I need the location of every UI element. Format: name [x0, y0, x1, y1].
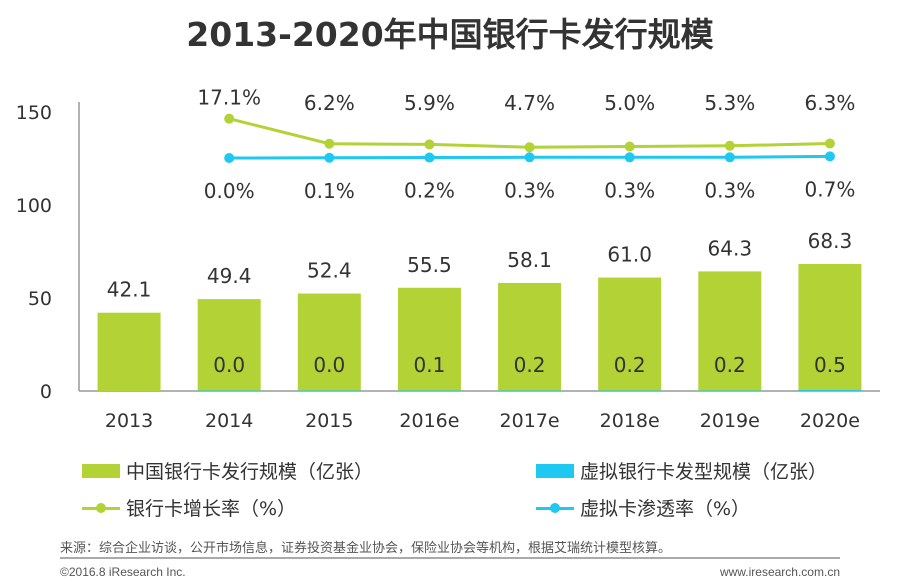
legend-item-virtual-cards: 虚拟银行卡发型规模（亿张） [536, 457, 827, 484]
legend-swatch-line [82, 501, 120, 515]
bar-label-virtual-cards: 0.2 [514, 353, 546, 377]
bar-virtual-cards [498, 390, 562, 391]
bar-label-virtual-cards: 0.5 [814, 353, 846, 377]
label-penetration-rate: 0.0% [204, 179, 255, 203]
footer-divider [60, 557, 840, 559]
point-growth-rate [524, 142, 535, 153]
x-tick-label: 2017e [500, 410, 560, 432]
legend-item-penetration-rate: 虚拟卡渗透率（%） [536, 494, 750, 521]
label-growth-rate: 4.7% [504, 91, 555, 115]
label-growth-rate: 6.2% [304, 91, 355, 115]
bar-label-bank-cards: 61.0 [607, 243, 652, 267]
y-tick-label: 50 [28, 288, 52, 310]
bar-bank-cards [397, 287, 461, 391]
point-penetration-rate [524, 152, 535, 163]
bar-bank-cards [798, 263, 862, 391]
x-tick-label: 2020e [800, 410, 860, 432]
label-penetration-rate: 0.2% [404, 179, 455, 203]
point-growth-rate [324, 138, 335, 149]
bar-bank-cards [698, 271, 762, 391]
point-penetration-rate [624, 152, 635, 163]
legend-item-bank-cards: 中国银行卡发行规模（亿张） [82, 457, 373, 484]
label-penetration-rate: 0.3% [604, 178, 655, 202]
x-tick-label: 2015 [305, 410, 353, 432]
point-penetration-rate [324, 152, 335, 163]
x-tick-label: 2018e [600, 410, 660, 432]
bar-label-bank-cards: 64.3 [708, 236, 753, 260]
label-growth-rate: 5.9% [404, 91, 455, 115]
legend-swatch-line [536, 501, 574, 515]
label-growth-rate: 5.3% [704, 91, 755, 115]
source-note: 来源：综合企业访谈，公开市场信息，证券投资基金业协会，保险业协会等机构，根据艾瑞… [60, 541, 672, 556]
x-tick-label: 2013 [105, 410, 153, 432]
legend-label: 银行卡增长率（%） [126, 498, 297, 520]
bar-label-bank-cards: 55.5 [407, 253, 452, 277]
bar-label-virtual-cards: 0.2 [614, 353, 646, 377]
legend-label: 虚拟银行卡发型规模（亿张） [580, 461, 828, 483]
bar-virtual-cards [798, 390, 862, 391]
bar-label-bank-cards: 52.4 [307, 259, 352, 283]
legend-label: 中国银行卡发行规模（亿张） [126, 461, 374, 483]
bar-bank-cards [598, 277, 662, 391]
point-growth-rate [424, 139, 435, 150]
bar-virtual-cards [297, 390, 361, 391]
website: www.iresearch.com.cn [719, 565, 840, 579]
x-tick-label: 2016e [399, 410, 459, 432]
bar-label-bank-cards: 58.1 [507, 248, 552, 272]
bar-bank-cards [197, 299, 261, 391]
point-growth-rate [824, 138, 835, 149]
point-growth-rate [224, 113, 235, 124]
bar-label-bank-cards: 49.4 [207, 264, 252, 288]
chart-plot: 0 50 100 150 2013 2014 2015 2016e 2017e 2018e 2019… [16, 86, 880, 432]
y-tick-label: 150 [16, 102, 52, 124]
label-growth-rate: 17.1% [197, 86, 261, 110]
bar-virtual-cards [397, 390, 461, 391]
legend-swatch-bar [82, 463, 120, 478]
bar-virtual-cards [598, 390, 662, 391]
bar-virtual-cards [197, 390, 261, 391]
y-tick-label: 100 [16, 195, 52, 217]
label-penetration-rate: 0.1% [304, 179, 355, 203]
bar-bank-cards [297, 293, 361, 391]
point-penetration-rate [224, 153, 235, 163]
label-penetration-rate: 0.7% [805, 177, 856, 201]
label-penetration-rate: 0.3% [504, 178, 555, 202]
legend-swatch-bar [536, 463, 574, 478]
chart-title: 2013-2020年中国银行卡发行规模 [186, 15, 714, 54]
bar-label-virtual-cards: 0.0 [313, 353, 345, 377]
bar-label-virtual-cards: 0.0 [213, 353, 245, 377]
bar-label-bank-cards: 68.3 [808, 229, 853, 253]
point-growth-rate [724, 140, 735, 151]
point-penetration-rate [724, 152, 735, 163]
label-growth-rate: 6.3% [805, 91, 856, 115]
bar-label-virtual-cards: 0.1 [414, 353, 446, 377]
point-penetration-rate [424, 152, 435, 163]
point-penetration-rate [824, 151, 835, 162]
bar-label-bank-cards: 42.1 [107, 278, 152, 302]
bar-bank-cards [498, 282, 562, 391]
copyright: ©2016.8 iResearch Inc. [60, 565, 186, 579]
legend-label: 虚拟卡渗透率（%） [580, 498, 751, 520]
x-tick-label: 2019e [700, 410, 760, 432]
label-penetration-rate: 0.3% [704, 178, 755, 202]
bar-bank-cards [97, 312, 161, 391]
x-tick-label: 2014 [205, 410, 253, 432]
label-growth-rate: 5.0% [604, 91, 655, 115]
y-tick-label: 0 [40, 381, 52, 403]
point-growth-rate [624, 141, 635, 152]
legend-item-growth-rate: 银行卡增长率（%） [82, 494, 296, 521]
bar-virtual-cards [698, 390, 762, 391]
bar-label-virtual-cards: 0.2 [714, 353, 746, 377]
